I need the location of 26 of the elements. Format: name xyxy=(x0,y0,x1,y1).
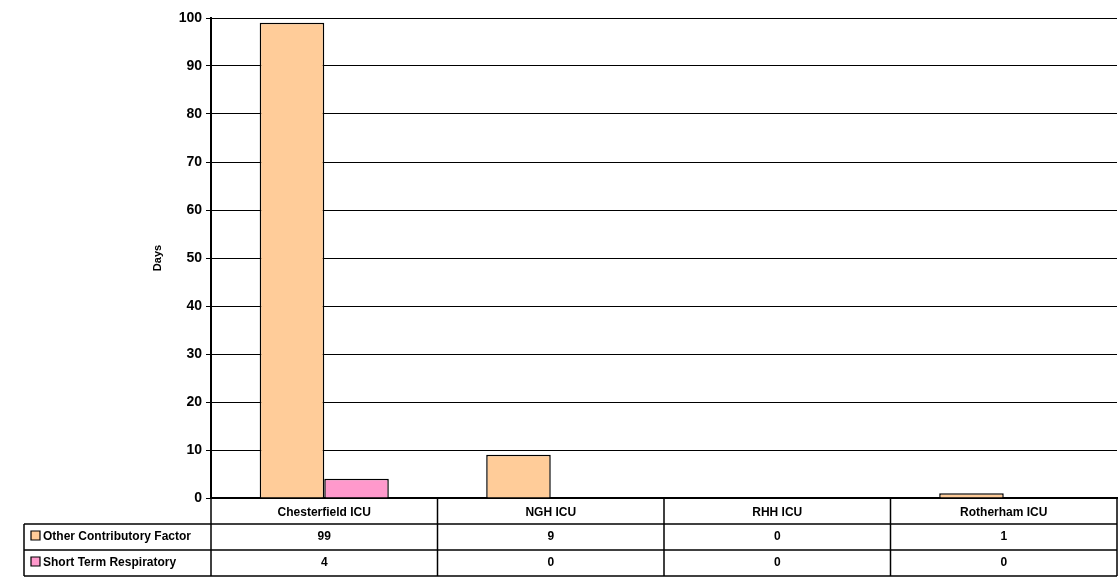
y-tick-label: 0 xyxy=(194,488,203,505)
data-label: 0 xyxy=(773,529,781,544)
data-label: 4 xyxy=(320,555,328,570)
data-label: 0 xyxy=(773,555,781,570)
y-tick-label: 30 xyxy=(186,344,203,361)
x-tick-label: RHH ICU xyxy=(752,504,803,519)
legend-label: Other Contributory Factor xyxy=(43,529,192,544)
data-label: 99 xyxy=(317,529,332,544)
y-tick-label: 90 xyxy=(186,56,203,73)
y-tick-label: 40 xyxy=(186,296,203,313)
y-tick-label: 60 xyxy=(186,200,203,217)
x-tick-label: NGH ICU xyxy=(525,504,577,519)
x-tick-label: Rotherham ICU xyxy=(960,504,1048,519)
y-tick-label: 20 xyxy=(186,392,203,409)
data-label: 9 xyxy=(547,529,555,544)
y-tick-label: 70 xyxy=(186,152,203,169)
data-label: 0 xyxy=(547,555,555,570)
data-label: 0 xyxy=(1000,555,1008,570)
data-label: 1 xyxy=(1000,529,1008,544)
y-axis-title: Days xyxy=(150,244,163,272)
legend-label: Short Term Respiratory xyxy=(43,555,177,570)
y-tick-label: 50 xyxy=(186,248,203,265)
y-tick-label: 10 xyxy=(186,440,203,457)
y-tick-label: 80 xyxy=(186,104,203,121)
x-tick-label: Chesterfield ICU xyxy=(277,504,371,519)
y-tick-label: 100 xyxy=(178,8,203,25)
